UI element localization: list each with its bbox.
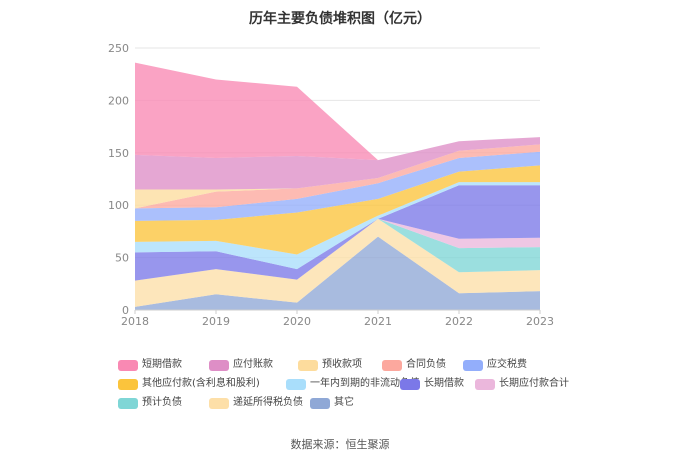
legend-swatch — [400, 378, 420, 390]
legend-swatch — [209, 397, 229, 409]
legend-label: 其它 — [334, 397, 354, 408]
chart-title: 历年主要负债堆积图（亿元） — [249, 11, 431, 27]
area-series-10 — [135, 137, 540, 190]
x-tick-label: 2022 — [445, 315, 473, 328]
legend-label: 长期借款 — [424, 378, 464, 389]
area-series-4 — [135, 185, 540, 281]
legend-label: 预收款项 — [322, 359, 362, 370]
axes: 0 50 100 150 200 250 2018 2019 2020 2021 2022 2023 — [108, 42, 554, 328]
y-tick-label: 150 — [108, 147, 129, 160]
legend-item[interactable]: 其它 — [310, 396, 354, 410]
area-series-6 — [135, 165, 540, 255]
legend-swatch — [463, 359, 483, 371]
area-series-8 — [135, 144, 540, 209]
legend-swatch — [298, 359, 318, 371]
legend-label: 一年内到期的非流动负债 — [310, 378, 420, 389]
legend-swatch — [475, 378, 495, 390]
x-tick-label: 2020 — [283, 315, 311, 328]
legend-label: 长期应付款合计 — [499, 378, 569, 389]
legend-swatch — [310, 397, 330, 409]
legend-swatch — [118, 359, 138, 371]
legend-item[interactable]: 长期借款 — [400, 377, 464, 391]
data-source-note: 数据来源：恒生聚源 — [290, 438, 390, 451]
x-tick-label: 2021 — [364, 315, 392, 328]
legend-item[interactable]: 预收款项 — [298, 358, 362, 372]
area-series-3 — [135, 218, 540, 281]
x-tick-label: 2019 — [202, 315, 230, 328]
area-series-1 — [135, 218, 540, 307]
x-tick-label: 2018 — [121, 315, 149, 328]
legend-label: 合同负债 — [406, 359, 446, 370]
area-series-0 — [135, 236, 540, 310]
x-tick-label: 2023 — [526, 315, 554, 328]
legend-label: 预计负债 — [142, 397, 182, 408]
legend-label: 应付账款 — [233, 359, 273, 370]
area-series — [135, 62, 540, 310]
y-tick-label: 0 — [122, 304, 129, 317]
legend-swatch — [118, 378, 138, 390]
y-tick-label: 250 — [108, 42, 129, 55]
legend-item[interactable]: 应付账款 — [209, 358, 273, 372]
area-series-2 — [135, 218, 540, 281]
legend-item[interactable]: 预计负债 — [118, 396, 182, 410]
legend-label: 递延所得税负债 — [233, 397, 303, 408]
legend-swatch — [209, 359, 229, 371]
legend-item[interactable]: 一年内到期的非流动负债 — [286, 377, 420, 391]
y-tick-label: 50 — [115, 252, 129, 265]
legend-item[interactable]: 其他应付款(含利息和股利) — [118, 377, 260, 391]
area-series-5 — [135, 182, 540, 270]
y-tick-label: 200 — [108, 94, 129, 107]
legend-item[interactable]: 短期借款 — [118, 358, 182, 372]
legend-swatch — [382, 359, 402, 371]
legend-item[interactable]: 长期应付款合计 — [475, 377, 569, 391]
legend-item[interactable]: 递延所得税负债 — [209, 396, 303, 410]
legend-item[interactable]: 合同负债 — [382, 358, 446, 372]
area-series-7 — [135, 151, 540, 221]
legend-label: 其他应付款(含利息和股利) — [142, 378, 260, 389]
legend-label: 应交税费 — [487, 359, 527, 370]
legend-swatch — [286, 378, 306, 390]
legend-item[interactable]: 应交税费 — [463, 358, 527, 372]
legend-label: 短期借款 — [142, 359, 182, 370]
area-series-11 — [135, 62, 540, 161]
legend-swatch — [118, 397, 138, 409]
y-tick-label: 100 — [108, 199, 129, 212]
